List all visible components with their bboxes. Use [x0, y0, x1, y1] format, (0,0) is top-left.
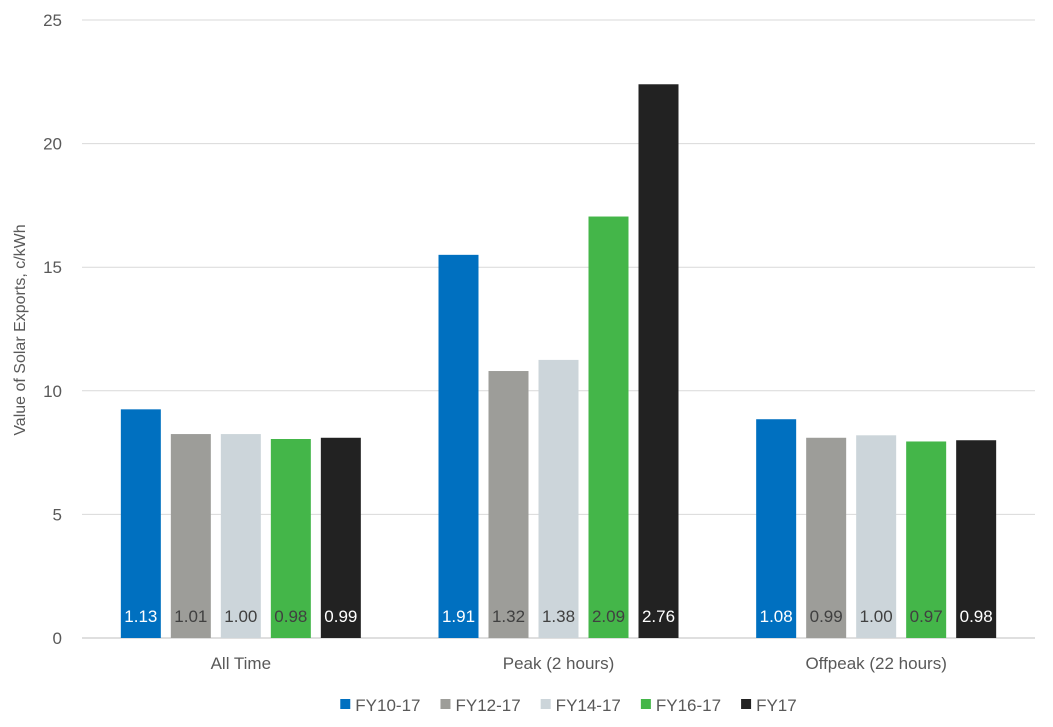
legend-swatch: [640, 699, 651, 709]
y-tick-label: 0: [53, 629, 62, 648]
data-label: 1.13: [124, 607, 157, 626]
data-label: 1.08: [760, 607, 793, 626]
legend-item: FY12-17: [440, 696, 521, 715]
data-label: 1.32: [492, 607, 525, 626]
x-tick-label: Offpeak (22 hours): [805, 654, 946, 673]
data-label: 0.98: [274, 607, 307, 626]
legend-item: FY17: [741, 696, 797, 715]
bar: [588, 216, 629, 639]
bar: [438, 254, 479, 638]
y-tick-label: 10: [43, 382, 62, 401]
y-tick-label: 25: [43, 11, 62, 30]
legend-label: FY14-17: [556, 696, 621, 715]
bar: [956, 440, 997, 638]
data-label: 1.38: [542, 607, 575, 626]
bar: [270, 439, 311, 638]
y-tick-label: 20: [43, 135, 62, 154]
x-tick-label: All Time: [211, 654, 271, 673]
legend-label: FY12-17: [455, 696, 520, 715]
bar: [220, 434, 261, 638]
data-label: 0.99: [324, 607, 357, 626]
data-label: 2.09: [592, 607, 625, 626]
data-label: 0.97: [910, 607, 943, 626]
legend-swatch: [540, 699, 551, 709]
bar: [538, 359, 579, 638]
bars: [120, 84, 997, 639]
bar: [856, 435, 897, 638]
x-axis-ticks: All Time Peak (2 hours) Offpeak (22 hours): [211, 654, 947, 673]
legend-label: FY17: [756, 696, 797, 715]
legend-item: FY14-17: [540, 696, 621, 715]
bar: [756, 419, 797, 638]
legend-swatch: [340, 699, 351, 709]
bar: [170, 434, 211, 638]
bar: [906, 441, 947, 638]
y-tick-label: 5: [53, 505, 62, 524]
y-axis-label: Value of Solar Exports, c/kWh: [12, 224, 29, 435]
data-label: 1.00: [860, 607, 893, 626]
legend-item: FY16-17: [640, 696, 721, 715]
legend-swatch: [741, 699, 752, 709]
data-label: 2.76: [642, 607, 675, 626]
data-label: 0.98: [960, 607, 993, 626]
bar: [488, 371, 529, 638]
legend-item: FY10-17: [340, 696, 420, 715]
bar: [638, 84, 679, 639]
data-label: 0.99: [810, 607, 843, 626]
legend-label: FY10-17: [355, 696, 420, 715]
y-axis-ticks: 0 5 10 15 20 25: [43, 11, 62, 648]
data-label: 1.01: [174, 607, 207, 626]
bar: [320, 437, 361, 638]
legend-label: FY16-17: [656, 696, 721, 715]
data-labels: 1.13 1.01 1.00 0.98 0.99 1.91 1.32 1.38 2.09 2.76…: [124, 607, 992, 626]
legend: FY10-17 FY12-17 FY14-17 FY16-17 FY17: [340, 696, 797, 715]
legend-swatch: [440, 699, 451, 709]
x-tick-label: Peak (2 hours): [503, 654, 615, 673]
data-label: 1.91: [442, 607, 475, 626]
bar: [806, 437, 847, 638]
y-tick-label: 15: [43, 258, 62, 277]
bar: [120, 409, 161, 638]
data-label: 1.00: [224, 607, 257, 626]
